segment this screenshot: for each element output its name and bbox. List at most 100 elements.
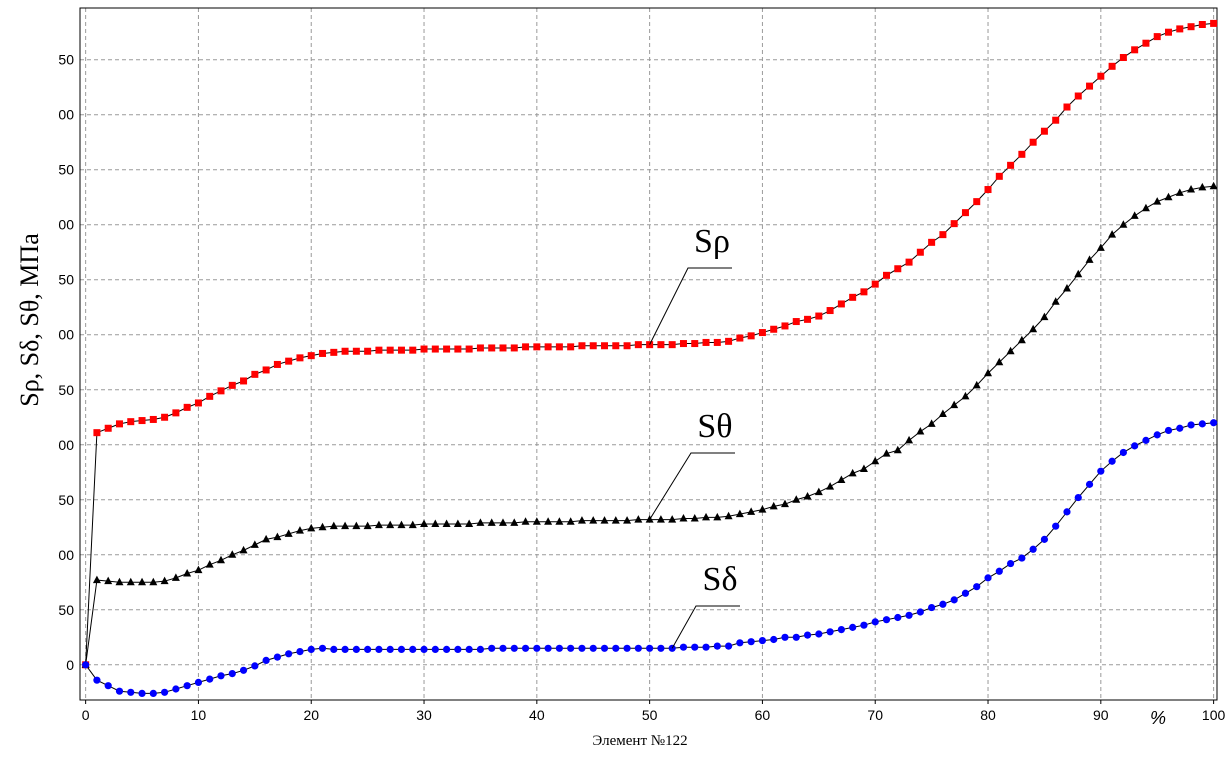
marker: [1108, 230, 1117, 238]
marker: [1040, 312, 1049, 321]
marker: [1006, 346, 1015, 355]
marker: [770, 325, 778, 333]
marker: [814, 487, 823, 496]
marker: [285, 650, 293, 658]
marker: [1141, 203, 1150, 212]
marker: [849, 623, 857, 631]
marker: [646, 644, 654, 652]
marker: [780, 499, 789, 508]
y-tick-label: 0: [66, 657, 74, 673]
marker: [758, 329, 766, 337]
marker: [409, 645, 417, 653]
marker: [803, 631, 812, 639]
marker: [657, 341, 665, 349]
marker: [984, 186, 992, 194]
marker: [510, 644, 518, 652]
marker: [961, 209, 969, 217]
marker: [397, 346, 405, 354]
marker: [521, 517, 530, 525]
marker: [690, 513, 699, 522]
marker: [1040, 127, 1048, 135]
marker: [1142, 436, 1150, 444]
marker: [566, 517, 575, 525]
marker: [93, 429, 101, 437]
marker: [1051, 297, 1060, 305]
marker: [251, 370, 259, 378]
marker: [499, 344, 507, 352]
marker: [453, 519, 462, 527]
marker: [1142, 39, 1150, 47]
marker: [961, 589, 970, 597]
marker: [1119, 220, 1128, 228]
marker: [803, 491, 812, 500]
marker: [341, 347, 349, 355]
marker: [330, 348, 338, 356]
marker: [194, 399, 202, 407]
marker: [961, 391, 970, 400]
marker: [127, 688, 135, 696]
x-tick-label: 30: [416, 707, 432, 723]
marker: [239, 545, 248, 554]
marker: [115, 687, 124, 695]
marker: [612, 644, 620, 652]
marker: [319, 349, 327, 357]
marker: [623, 516, 632, 524]
marker: [82, 661, 90, 669]
marker: [160, 688, 169, 696]
marker: [465, 645, 473, 653]
marker: [995, 357, 1004, 366]
marker: [1085, 480, 1094, 488]
x-tick-label: 0: [82, 707, 90, 723]
marker: [894, 265, 902, 273]
marker: [1062, 284, 1071, 292]
marker: [454, 645, 462, 653]
marker: [995, 172, 1003, 180]
marker: [1006, 559, 1015, 568]
x-tick-label: 90: [1093, 707, 1109, 723]
marker: [1018, 554, 1026, 562]
marker: [397, 645, 406, 653]
marker: [735, 509, 744, 518]
marker: [601, 342, 609, 350]
marker: [736, 334, 744, 342]
marker: [285, 357, 293, 365]
marker: [612, 342, 620, 350]
marker: [1063, 103, 1071, 111]
marker: [702, 338, 710, 346]
marker: [431, 519, 440, 527]
marker: [995, 567, 1003, 575]
marker: [905, 258, 913, 266]
marker: [1097, 72, 1105, 80]
marker: [804, 315, 812, 323]
marker: [747, 638, 755, 646]
marker: [138, 577, 147, 586]
marker: [454, 345, 462, 353]
marker: [871, 456, 880, 465]
x-tick-label: 40: [529, 707, 545, 723]
marker: [792, 318, 800, 326]
marker: [781, 633, 789, 641]
marker: [668, 644, 676, 652]
marker: [600, 644, 609, 652]
marker: [1187, 23, 1195, 31]
marker: [905, 435, 914, 444]
marker: [1119, 54, 1127, 62]
marker: [657, 644, 665, 652]
marker: [679, 513, 688, 522]
marker: [578, 342, 586, 350]
marker: [352, 347, 360, 355]
marker: [510, 344, 518, 352]
marker: [488, 644, 496, 652]
marker: [183, 403, 191, 411]
marker: [927, 419, 936, 427]
marker: [984, 574, 992, 582]
marker: [171, 573, 180, 581]
marker: [1052, 522, 1060, 530]
x-tick-label: 50: [642, 707, 658, 723]
y-tick-label: 00: [58, 437, 74, 453]
marker: [240, 377, 248, 385]
marker: [1029, 324, 1038, 333]
marker: [1086, 82, 1094, 90]
marker: [498, 518, 507, 526]
